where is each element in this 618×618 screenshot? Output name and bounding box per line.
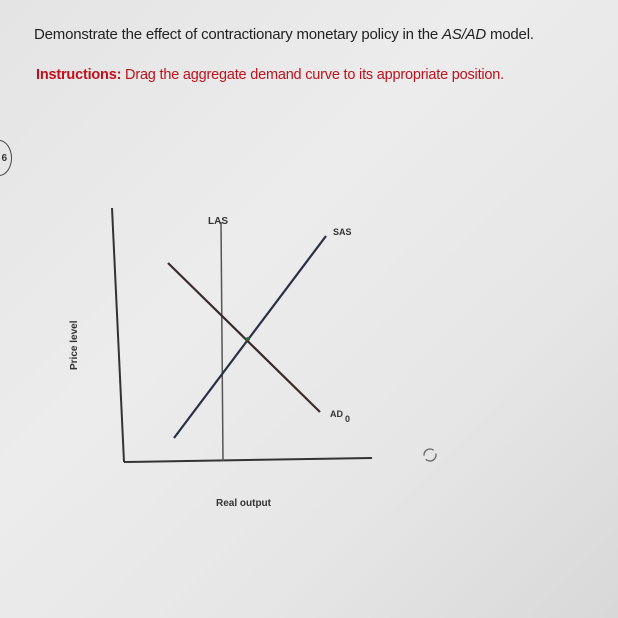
- ad-label: AD 0: [330, 409, 350, 424]
- instructions: Instructions: Drag the aggregate demand …: [36, 67, 504, 83]
- instructions-text: Drag the aggregate demand curve to its a…: [121, 67, 504, 83]
- equilibrium-point: [246, 337, 250, 341]
- y-axis: [111, 207, 125, 463]
- x-axis-label: Real output: [216, 498, 272, 509]
- ad-label-main: AD: [330, 409, 343, 419]
- question-suffix: model.: [486, 26, 534, 43]
- ad-label-subscript: 0: [345, 414, 350, 424]
- sas-label: SAS: [333, 227, 352, 237]
- x-axis: [123, 457, 373, 463]
- las-label: LAS: [208, 216, 228, 227]
- ad-curve[interactable]: [167, 262, 321, 413]
- las-curve: [220, 221, 224, 462]
- question-text: Demonstrate the effect of contractionary…: [34, 26, 534, 43]
- reset-icon[interactable]: [423, 448, 437, 462]
- instructions-label: Instructions:: [36, 67, 122, 83]
- y-axis-label: Price level: [69, 320, 80, 370]
- question-prefix: Demonstrate the effect of contractionary…: [34, 26, 442, 43]
- model-name: AS/AD: [441, 26, 486, 43]
- sas-curve: [173, 235, 327, 439]
